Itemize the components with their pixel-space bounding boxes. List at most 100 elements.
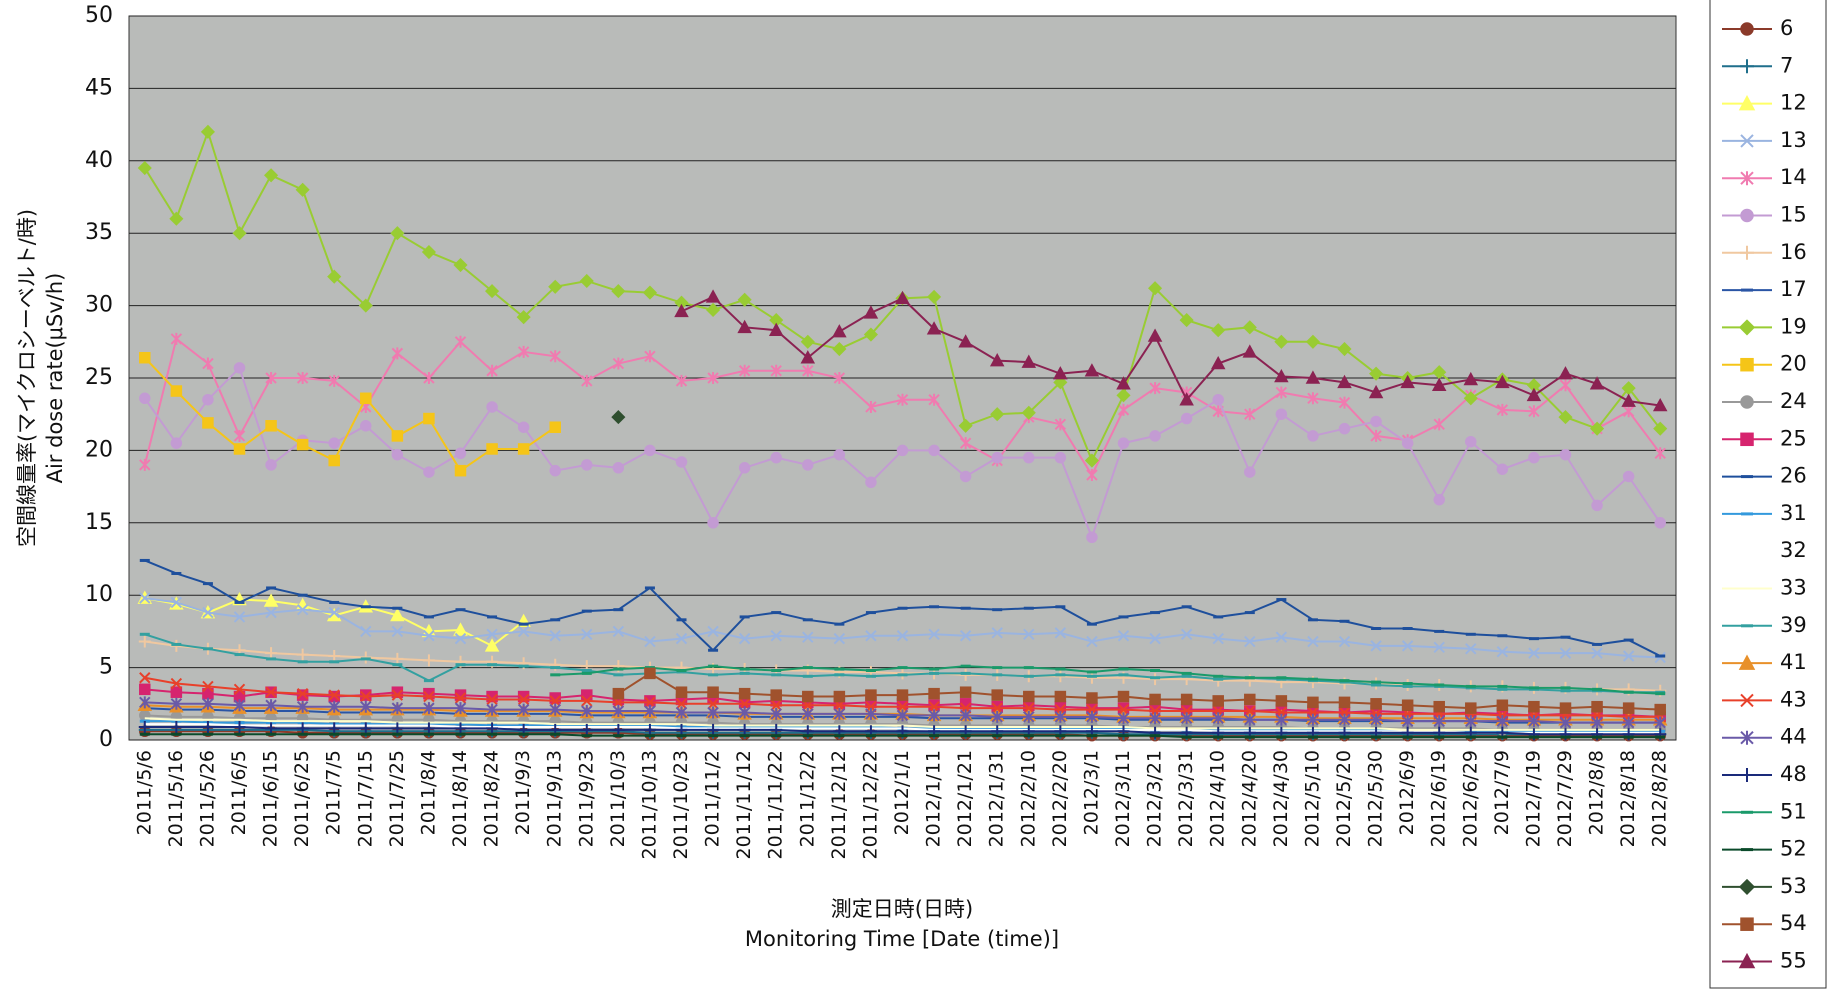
data-point xyxy=(201,720,214,733)
data-point xyxy=(926,321,942,335)
data-point xyxy=(517,625,530,638)
data-point xyxy=(1274,368,1289,383)
data-point xyxy=(265,722,278,735)
data-point xyxy=(770,630,782,642)
data-point xyxy=(139,696,151,709)
data-point xyxy=(360,700,372,713)
data-point xyxy=(423,372,435,384)
data-point xyxy=(1179,313,1194,328)
data-point xyxy=(170,697,183,710)
x-tick-label: 2012/6/29 xyxy=(1459,750,1481,847)
data-point xyxy=(1276,735,1287,739)
x-tick-label: 2011/10/3 xyxy=(607,750,629,847)
legend-marker xyxy=(1738,319,1756,336)
data-point xyxy=(737,319,752,334)
data-point xyxy=(1305,370,1321,384)
data-point xyxy=(422,654,435,667)
data-point xyxy=(958,418,973,433)
data-point xyxy=(770,689,782,701)
data-point xyxy=(517,690,530,703)
x-tick-label: 2011/5/6 xyxy=(133,750,155,835)
data-point xyxy=(770,707,782,720)
data-point xyxy=(1528,637,1539,641)
data-point xyxy=(802,707,814,720)
data-point xyxy=(676,734,687,738)
data-point xyxy=(1307,713,1319,726)
y-tick-label: 30 xyxy=(85,293,113,318)
data-point xyxy=(1528,451,1540,464)
data-point xyxy=(486,401,498,413)
data-point xyxy=(170,385,183,397)
data-point xyxy=(1150,668,1161,672)
data-point xyxy=(739,734,750,738)
data-point xyxy=(423,466,435,478)
data-point xyxy=(1528,686,1539,690)
data-point xyxy=(1149,632,1161,645)
data-point xyxy=(233,699,246,712)
data-point xyxy=(455,663,466,667)
data-point xyxy=(960,734,971,738)
data-point xyxy=(770,451,782,464)
data-point xyxy=(833,632,846,645)
data-point xyxy=(1368,384,1384,399)
data-point xyxy=(739,671,750,675)
data-point xyxy=(516,310,531,325)
data-point xyxy=(1496,645,1509,658)
data-point xyxy=(613,667,624,671)
data-point xyxy=(454,464,467,477)
x-tick-label: 2011/12/2 xyxy=(796,750,818,847)
data-point xyxy=(1465,735,1476,739)
data-point xyxy=(1086,469,1098,482)
data-point xyxy=(1023,606,1034,610)
data-point xyxy=(1307,618,1318,622)
data-point xyxy=(863,305,879,319)
data-point xyxy=(170,720,183,733)
data-point xyxy=(644,350,656,363)
legend-label: 24 xyxy=(1780,389,1807,413)
data-point xyxy=(897,673,908,677)
data-point xyxy=(139,558,150,562)
data-point xyxy=(707,625,719,638)
data-point xyxy=(454,689,467,701)
data-point xyxy=(392,606,403,610)
data-point xyxy=(1591,716,1603,729)
data-point xyxy=(1654,703,1666,716)
data-point xyxy=(1117,703,1130,716)
data-point xyxy=(612,723,625,736)
data-point xyxy=(644,667,656,680)
data-point xyxy=(1244,466,1256,478)
data-point xyxy=(800,334,815,349)
data-point xyxy=(360,690,372,703)
data-point xyxy=(1181,674,1192,678)
data-point xyxy=(454,692,467,704)
data-point xyxy=(959,709,972,722)
x-tick-label: 2011/10/23 xyxy=(670,750,692,860)
data-point xyxy=(675,686,688,698)
data-point xyxy=(1622,650,1635,662)
data-point xyxy=(423,679,434,683)
data-point xyxy=(1655,692,1666,696)
data-point xyxy=(1559,379,1572,392)
data-point xyxy=(1623,638,1634,642)
data-point xyxy=(989,353,1005,367)
x-tick-label: 2012/7/29 xyxy=(1554,750,1576,847)
data-point xyxy=(1150,611,1161,615)
data-point xyxy=(1242,320,1257,335)
data-point xyxy=(1086,674,1097,678)
x-tick-label: 2012/1/1 xyxy=(891,750,913,835)
data-point xyxy=(1244,735,1255,739)
data-point xyxy=(328,374,340,387)
data-point xyxy=(328,606,340,619)
x-tick-label: 2012/4/30 xyxy=(1270,750,1292,847)
data-point xyxy=(770,699,782,711)
x-tick-label: 2011/12/12 xyxy=(828,750,850,860)
data-point xyxy=(328,650,341,663)
data-point xyxy=(391,689,404,701)
data-point xyxy=(1431,377,1447,391)
data-point xyxy=(486,703,498,716)
data-point xyxy=(581,609,592,613)
data-point xyxy=(991,451,1003,464)
data-point xyxy=(802,690,814,703)
data-point xyxy=(549,421,561,433)
data-point xyxy=(1338,713,1351,726)
